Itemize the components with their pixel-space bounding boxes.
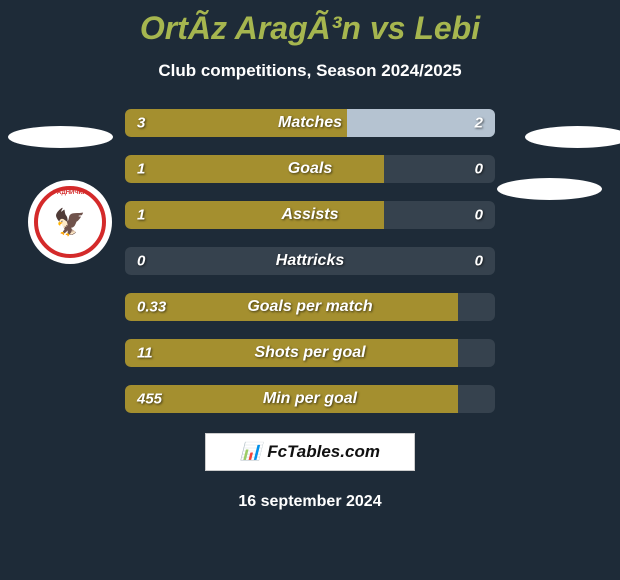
footer-brand-text: FcTables.com bbox=[267, 442, 380, 462]
stat-bar: 1 0 Goals bbox=[125, 155, 495, 183]
stat-bar: 0 0 Hattricks bbox=[125, 247, 495, 275]
stat-bar-label: Goals bbox=[288, 160, 332, 178]
stat-bar: 455 Min per goal bbox=[125, 385, 495, 413]
club-badge-arc-text: РАДНИЧКИ bbox=[38, 190, 102, 196]
club-badge: РАДНИЧКИ 🦅 bbox=[28, 180, 112, 264]
stat-bar-label: Min per goal bbox=[263, 390, 357, 408]
stat-bar-left-fill bbox=[125, 155, 384, 183]
stat-bar-label: Goals per match bbox=[247, 298, 372, 316]
stat-bar-right-value: 0 bbox=[475, 207, 483, 224]
stat-bar: 0.33 Goals per match bbox=[125, 293, 495, 321]
stat-bar-right-value: 0 bbox=[475, 161, 483, 178]
stat-bar: 11 Shots per goal bbox=[125, 339, 495, 367]
footer-brand[interactable]: 📊 FcTables.com bbox=[205, 433, 415, 471]
stat-bar-right-value: 0 bbox=[475, 253, 483, 270]
stat-bar-label: Matches bbox=[278, 114, 342, 132]
stat-bar-label: Hattricks bbox=[276, 252, 344, 270]
stat-bar-left-fill bbox=[125, 201, 384, 229]
stat-bar: 3 2 Matches bbox=[125, 109, 495, 137]
eagle-icon: 🦅 bbox=[52, 204, 88, 240]
stat-bars: 3 2 Matches 1 0 Goals 1 0 Assists 0 0 Hattricks 0.33… bbox=[125, 109, 495, 413]
player-oval-right-top bbox=[525, 126, 620, 148]
club-badge-inner: РАДНИЧКИ 🦅 bbox=[34, 186, 106, 258]
stat-bar-left-value: 11 bbox=[137, 345, 153, 362]
stat-bar-left-value: 0.33 bbox=[137, 299, 166, 316]
player-oval-right-bottom bbox=[497, 178, 602, 200]
chart-icon: 📊 bbox=[240, 442, 261, 462]
stat-bar: 1 0 Assists bbox=[125, 201, 495, 229]
footer-date: 16 september 2024 bbox=[238, 493, 381, 511]
page-title: OrtÃ­z AragÃ³n vs Lebi bbox=[140, 10, 480, 47]
player-oval-left bbox=[8, 126, 113, 148]
stat-bar-right-value: 2 bbox=[475, 115, 483, 132]
stat-bar-left-value: 0 bbox=[137, 253, 145, 270]
comparison-card: OrtÃ­z AragÃ³n vs Lebi Club competitions… bbox=[0, 0, 620, 580]
stat-bar-left-value: 3 bbox=[137, 115, 145, 132]
stat-bar-label: Assists bbox=[282, 206, 339, 224]
stat-bar-label: Shots per goal bbox=[254, 344, 365, 362]
stat-bar-right-fill bbox=[347, 109, 495, 137]
subtitle: Club competitions, Season 2024/2025 bbox=[158, 61, 461, 81]
stat-bar-left-value: 1 bbox=[137, 207, 145, 224]
stat-bar-left-value: 1 bbox=[137, 161, 145, 178]
stat-bar-left-value: 455 bbox=[137, 391, 162, 408]
